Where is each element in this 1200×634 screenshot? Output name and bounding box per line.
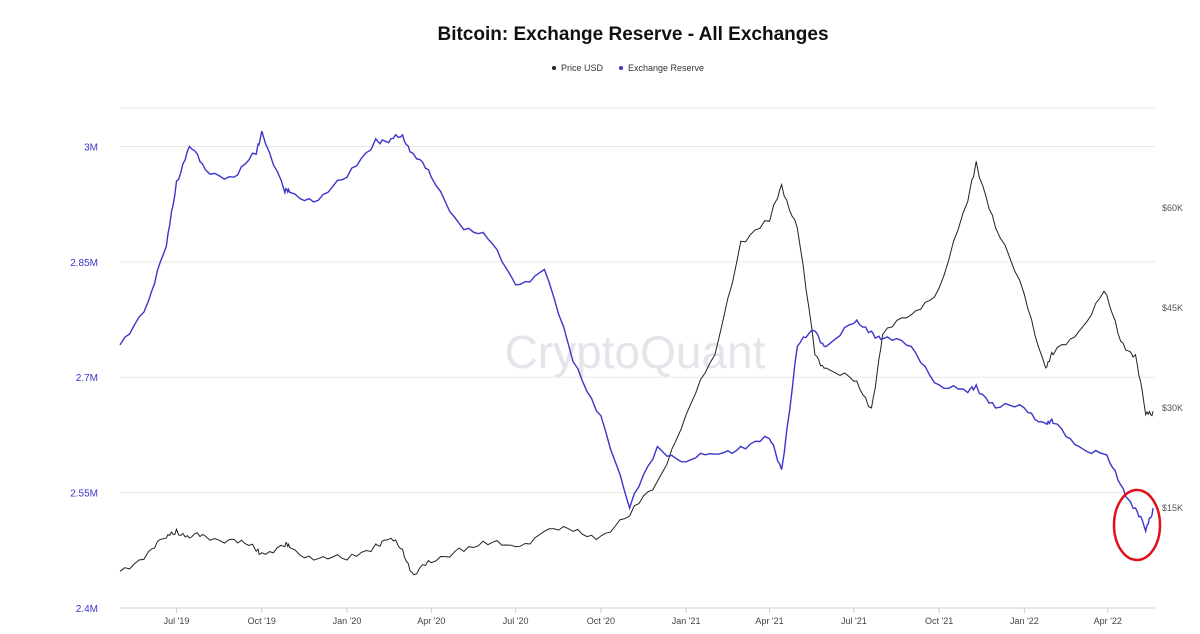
price-usd-line <box>119 161 1154 576</box>
x-tick-label: Apr '22 <box>1094 616 1122 626</box>
y-right-tick-label: $15K <box>1162 503 1183 513</box>
legend-reserve-dot <box>619 66 624 70</box>
y-right-tick-label: $45K <box>1162 303 1183 313</box>
x-tick-label: Jan '22 <box>1010 616 1039 626</box>
watermark-text: CryptoQuant <box>505 326 766 378</box>
legend[interactable]: Price USD Exchange Reserve <box>552 63 704 73</box>
legend-item-reserve[interactable]: Exchange Reserve <box>619 63 704 73</box>
x-tick-label: Jul '20 <box>503 616 529 626</box>
y-left-tick-label: 2.55M <box>70 489 98 500</box>
legend-item-price[interactable]: Price USD <box>552 63 603 73</box>
chart-title: Bitcoin: Exchange Reserve - All Exchange… <box>437 24 829 45</box>
y-left-tick-label: 2.7M <box>76 373 98 384</box>
y-left-tick-label: 3M <box>84 142 98 153</box>
x-tick-label: Jan '20 <box>333 616 362 626</box>
x-tick-label: Jan '21 <box>672 616 701 626</box>
x-tick-label: Jul '19 <box>164 616 190 626</box>
x-tick-label: Apr '21 <box>755 616 783 626</box>
legend-price-label: Price USD <box>561 63 604 73</box>
y-right-tick-label: $60K <box>1162 203 1183 213</box>
y-left-tick-label: 2.85M <box>70 258 98 269</box>
x-tick-label: Oct '20 <box>587 616 615 626</box>
y-right-tick-label: $30K <box>1162 403 1183 413</box>
x-tick-label: Oct '19 <box>248 616 276 626</box>
x-tick-label: Jul '21 <box>841 616 867 626</box>
highlight-circle <box>1112 488 1162 562</box>
legend-reserve-label: Exchange Reserve <box>628 63 705 73</box>
exchange-reserve-line <box>119 130 1154 534</box>
x-tick-label: Oct '21 <box>925 616 953 626</box>
x-tick-label: Apr '20 <box>417 616 445 626</box>
legend-price-dot <box>552 66 556 70</box>
y-left-tick-label: 2.4M <box>76 604 98 615</box>
